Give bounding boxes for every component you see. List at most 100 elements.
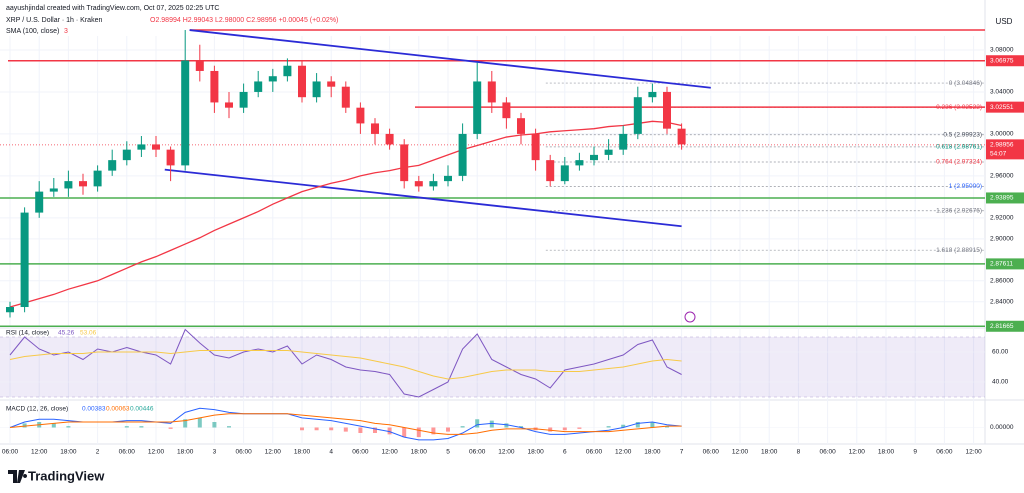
candle-body (108, 160, 117, 171)
price-tag-label: 2.98956 (990, 142, 1014, 149)
candle-body (210, 70, 219, 103)
time-label: 06:00 (586, 449, 603, 456)
time-label: 12:00 (148, 449, 165, 456)
time-label: 06:00 (2, 449, 19, 456)
macd-histogram (300, 427, 304, 431)
rsi-tick-label: 60.00 (992, 349, 1009, 356)
time-label: 06:00 (703, 449, 720, 456)
candle-body (414, 181, 423, 187)
fib-label: 1.618 (2.88915) (936, 247, 982, 254)
time-label: 5 (446, 449, 450, 456)
price-tag (986, 192, 1024, 204)
candle-body (429, 181, 438, 187)
candle-body (663, 91, 671, 129)
trend-line (189, 29, 711, 89)
candle-body (590, 154, 598, 161)
macd-histogram (606, 426, 611, 428)
macd-histogram (621, 424, 626, 428)
time-label: 12:00 (381, 449, 398, 456)
candle-body (546, 160, 555, 182)
time-label: 4 (329, 449, 333, 456)
time-label: 18:00 (177, 449, 194, 456)
time-label: 18:00 (60, 449, 77, 456)
fib-label: 1.236 (2.92676) (936, 207, 982, 214)
macd-histogram (577, 427, 582, 429)
price-tag-label: 3.06975 (990, 57, 1014, 64)
candle-body (152, 144, 160, 150)
candle-body (677, 128, 686, 145)
macd-histogram (562, 427, 567, 431)
y-tick-label: 2.84000 (990, 298, 1014, 305)
macd-value: 0.00063 (106, 406, 130, 413)
y-tick-label: 2.90000 (990, 236, 1014, 243)
rsi-value: 53.06 (80, 330, 97, 337)
time-label: 18:00 (878, 449, 895, 456)
price-tag-label: 2.81665 (990, 323, 1014, 330)
macd-histogram (329, 427, 334, 431)
sma-label: SMA (100, close) (6, 28, 59, 35)
time-label: 12:00 (965, 449, 982, 456)
time-label: 2 (96, 449, 100, 456)
time-label: 06:00 (469, 449, 486, 456)
macd-tick-label: 0.00000 (990, 424, 1014, 431)
event-icon[interactable] (684, 311, 696, 323)
price-tag (986, 258, 1024, 270)
macd-histogram (387, 427, 392, 435)
countdown: 54:07 (990, 151, 1007, 158)
candle-body (575, 160, 584, 166)
y-tick-label: 3.08000 (990, 47, 1014, 54)
candle-body (298, 65, 306, 98)
candle-body (6, 307, 14, 313)
candle-body (137, 144, 146, 150)
macd-histogram (665, 426, 669, 428)
rsi-tick-label: 40.00 (992, 379, 1009, 386)
rsi-band (0, 337, 985, 397)
macd-histogram (343, 427, 348, 432)
y-tick-label: 3.04000 (990, 89, 1014, 96)
time-label: 6 (563, 449, 567, 456)
rsi-line (9, 350, 682, 380)
macd-histogram (124, 426, 129, 428)
macd-histogram (431, 427, 436, 435)
macd-title: MACD (12, 26, close) (6, 406, 68, 413)
candle-body (619, 133, 628, 150)
fib-label: 0.764 (2.97324) (936, 159, 982, 166)
rsi-line (9, 328, 682, 398)
time-label: 8 (797, 449, 801, 456)
macd-histogram (358, 427, 363, 433)
time-label: 18:00 (644, 449, 661, 456)
candle-body (648, 91, 657, 98)
macd-histogram (650, 422, 655, 428)
price-tag-label: 2.93895 (990, 195, 1014, 202)
ohlc-line: O2.98994 H2.99043 L2.98000 C2.98956 +0.0… (150, 17, 338, 24)
time-label: 12:00 (31, 449, 48, 456)
macd-histogram (139, 426, 144, 428)
candle-body (385, 133, 394, 145)
candle-body (517, 118, 525, 134)
time-label: 06:00 (936, 449, 953, 456)
sma-line (9, 120, 682, 308)
candle-body (604, 149, 613, 155)
macd-histogram (51, 423, 56, 428)
candle-body (166, 149, 175, 166)
macd-histogram (212, 422, 217, 428)
candle-body (458, 133, 467, 176)
macd-histogram (504, 423, 509, 428)
macd-value: 0.00383 (82, 406, 106, 413)
macd-histogram (373, 427, 377, 433)
macd-histogram (314, 427, 319, 431)
candle-body (49, 188, 58, 192)
candle-body (122, 149, 131, 161)
y-tick-label: 3.00000 (990, 131, 1014, 138)
candle-body (312, 81, 321, 98)
macd-line (9, 413, 682, 435)
candle-body (239, 91, 248, 108)
macd-histogram (402, 427, 407, 438)
time-label: 12:00 (265, 449, 282, 456)
candle-body (356, 107, 365, 124)
macd-histogram (460, 426, 465, 428)
price-tag-label: 2.87611 (990, 261, 1013, 268)
macd-histogram (22, 423, 27, 428)
